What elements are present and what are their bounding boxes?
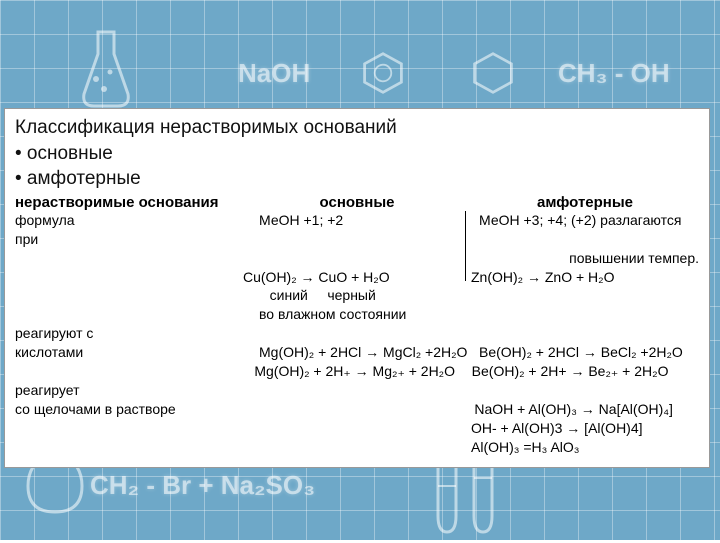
cell: со щелочами в растворе (15, 400, 240, 419)
cell: Mg(OH)₂ + 2H₊ → Mg₂₊ + 2H₂O (242, 362, 481, 381)
color-label-blue: синий (270, 287, 308, 303)
table-row: формула МеОН +1; +2 МеОН +3; +4; (+2) ра… (15, 211, 699, 230)
bullet-amphoteric: • амфотерные (15, 166, 699, 192)
table-row: реагируют с (15, 324, 699, 343)
cell: при (15, 230, 243, 249)
table-row: кислотами Mg(OH)₂ + 2HCl → MgCl₂ +2H₂O B… (15, 343, 699, 362)
cell: во влажном состоянии (235, 305, 479, 324)
table-row: OH- + Al(OH)3 → [Al(OH)4] (15, 419, 699, 438)
table-row: Cu(OH)₂ → CuO + H₂O Zn(OH)₂ → ZnO + H₂O (15, 268, 699, 287)
cell: формула (15, 211, 235, 230)
table-row: со щелочами в растворе NaOH + Al(OH)₃ → … (15, 400, 699, 419)
table-row: Mg(OH)₂ + 2H₊ → Mg₂₊ + 2H₂O Be(OH)₂ + 2H… (15, 362, 699, 381)
watermark-ch3oh: CH₃ - OH (558, 58, 670, 89)
bullet-basic: • основные (15, 141, 699, 167)
cell: Be(OH)₂ + 2H+ → Be₂₊ + 2H₂O (472, 362, 699, 381)
cell: NaOH + Al(OH)₃ → Na[Al(OH)₄] (464, 400, 699, 419)
cell: Cu(OH)₂ → CuO + H₂O (243, 268, 471, 287)
benzene-icon-2 (470, 50, 516, 96)
cell: МеОН +1; +2 (235, 211, 479, 230)
cell: реагирует (15, 381, 243, 400)
table-row: Al(OH)₃ =H₃ AlO₃ (15, 438, 699, 457)
table-row: во влажном состоянии (15, 305, 699, 324)
cell: Al(OH)₃ =H₃ AlO₃ (471, 438, 699, 457)
cell: синий черный (230, 286, 485, 305)
cell: реагируют с (15, 324, 243, 343)
cell: кислотами (15, 343, 235, 362)
header-col3: амфотерные (471, 194, 699, 211)
card-title: Классификация нерастворимых оснований (15, 115, 699, 141)
content-card: Классификация нерастворимых оснований • … (4, 108, 710, 468)
table-headers: нерастворимые основания основные амфотер… (15, 194, 699, 211)
cell: Zn(OH)₂ → ZnO + H₂O (471, 268, 699, 287)
cell: OH- + Al(OH)3 → [Al(OH)4] (471, 419, 699, 438)
flask-icon (76, 24, 136, 114)
table-row: при (15, 230, 699, 249)
table-row: повышении темпер. (15, 249, 699, 268)
header-col1: нерастворимые основания (15, 194, 243, 211)
cell: Mg(OH)₂ + 2HCl → MgCl₂ +2H₂O (235, 343, 479, 362)
header-col2: основные (243, 194, 471, 211)
table-row: синий черный (15, 286, 699, 305)
cell: МеОН +3; +4; (+2) разлагаются (479, 211, 699, 230)
watermark-ch2br: CH₂ - Br + Na₂SO₃ (90, 470, 315, 501)
watermark-naoh: NaOH (238, 58, 310, 89)
benzene-icon (360, 50, 406, 96)
cell: повышении темпер. (471, 249, 699, 268)
table-row: реагирует (15, 381, 699, 400)
color-label-black: черный (327, 287, 375, 303)
cell: Be(OH)₂ + 2HCl → BeCl₂ +2H₂O (479, 343, 699, 362)
